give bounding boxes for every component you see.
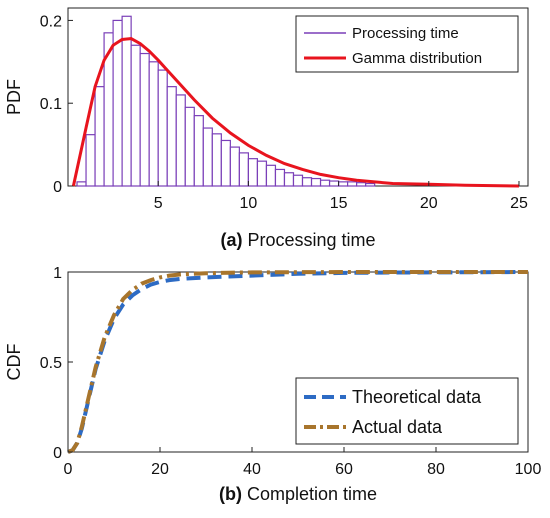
x-tick-label: 20	[420, 195, 438, 212]
histogram-bar	[211, 133, 222, 187]
histogram-bar	[220, 139, 231, 187]
histogram-bar	[76, 181, 87, 187]
caption-b: (b) Completion time	[219, 484, 377, 504]
histogram-bar	[274, 168, 286, 187]
histogram-bar	[121, 15, 132, 187]
histogram-bar	[184, 106, 195, 187]
histogram-bar	[175, 94, 186, 187]
y-tick-label: 0	[53, 445, 62, 462]
x-tick-label: 20	[151, 461, 169, 478]
x-tick-label: 25	[510, 195, 528, 212]
x-tick-label: 5	[154, 195, 163, 212]
x-ticks-b: 0 20 40 60 80 100	[64, 447, 542, 478]
gamma-curve	[71, 37, 520, 188]
histogram-bar	[256, 160, 268, 187]
histogram-bar	[247, 158, 259, 187]
histogram-bar	[148, 61, 159, 187]
histogram-bar	[319, 179, 331, 187]
histogram-bar	[347, 181, 358, 187]
legend-label-theoretical: Theoretical data	[352, 387, 482, 407]
legend-a-box	[295, 15, 519, 73]
y-tick-label: 0	[53, 179, 62, 196]
y-tick-label: 0.1	[40, 96, 62, 113]
y-tick-label: 0.5	[40, 355, 62, 372]
histogram-bar	[94, 86, 105, 187]
panel-a: 5 10 15 20 25 0 0.1 0.2 PDF (a) Processing tim…	[4, 7, 529, 250]
x-tick-label: 40	[243, 461, 261, 478]
histogram-bar	[229, 146, 240, 187]
histogram-bar	[283, 172, 295, 187]
histogram-bar	[292, 174, 304, 187]
histogram-bar	[202, 127, 213, 187]
caption-a-letter: (a)	[220, 230, 242, 250]
histogram-bar	[193, 115, 204, 187]
histogram-bar	[365, 182, 376, 187]
histogram-bar	[130, 44, 141, 187]
histogram-bar	[328, 180, 340, 187]
x-tick-label: 80	[427, 461, 445, 478]
caption-a-text: Processing time	[247, 230, 375, 250]
legend-a: Processing time Gamma distribution	[295, 15, 519, 73]
histogram-bar	[238, 152, 249, 187]
caption-a: (a) Processing time	[220, 230, 375, 250]
x-tick-label: 0	[64, 461, 73, 478]
histogram-bar	[85, 134, 96, 187]
legend-b-box	[295, 377, 519, 445]
legend-label-processing-time: Processing time	[352, 25, 459, 42]
caption-b-letter: (b)	[219, 484, 242, 504]
y-axis-label-b: CDF	[4, 344, 24, 381]
histogram-bar	[166, 86, 177, 187]
histogram-bar	[310, 177, 322, 187]
caption-b-text: Completion time	[247, 484, 377, 504]
legend-b: Theoretical data Actual data	[295, 377, 519, 445]
histogram-bar	[157, 69, 168, 187]
histogram-bar	[337, 181, 349, 187]
y-axis-label-a: PDF	[4, 79, 24, 115]
y-ticks-a: 0 0.1 0.2	[40, 13, 73, 196]
y-tick-label: 0.2	[40, 13, 62, 30]
series-actual-line	[67, 270, 528, 454]
legend-label-actual: Actual data	[352, 417, 443, 437]
x-tick-label: 100	[515, 461, 542, 478]
x-tick-label: 10	[239, 195, 257, 212]
y-tick-label: 1	[53, 265, 62, 282]
histogram-bar	[265, 164, 277, 187]
histogram-bar	[356, 182, 367, 187]
panel-b: 0 20 40 60 80 100 00.51 CDF (b) Completion ti…	[4, 265, 541, 504]
histogram-bar	[139, 52, 150, 187]
histogram-bars	[76, 15, 376, 187]
y-ticks-b: 00.51	[40, 265, 73, 462]
x-ticks-a: 5 10 15 20 25	[154, 181, 528, 212]
histogram-bar	[301, 177, 313, 187]
x-tick-label: 15	[330, 195, 348, 212]
legend-label-gamma: Gamma distribution	[352, 50, 482, 67]
x-tick-label: 60	[335, 461, 353, 478]
